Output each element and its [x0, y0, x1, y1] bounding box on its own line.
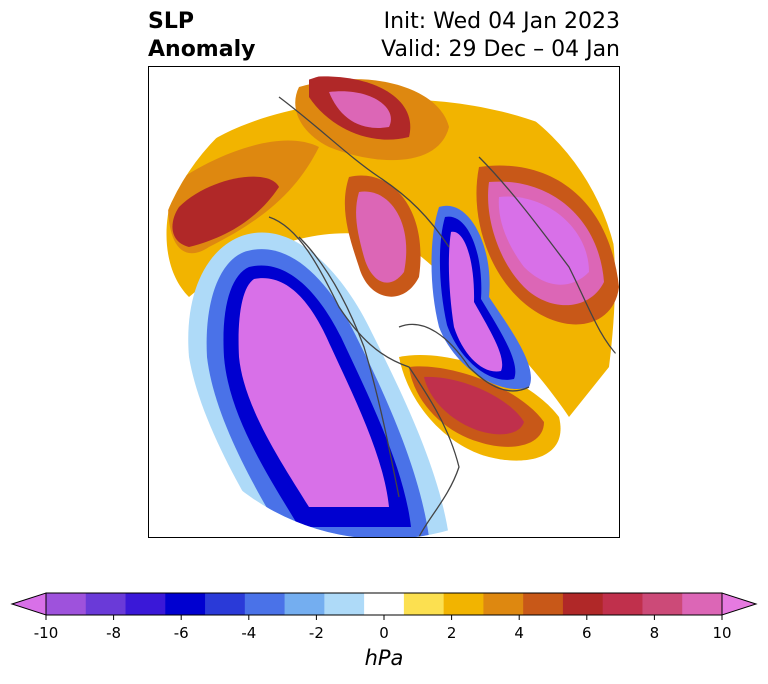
map-canvas [149, 67, 619, 537]
colorbar-tick-label: -2 [308, 624, 324, 642]
colorbar-tick-label: -8 [106, 624, 122, 642]
colorbar-segment [483, 593, 524, 615]
colorbar-tick-label: -6 [173, 624, 189, 642]
colorbar-tick-label: 8 [649, 624, 660, 642]
anomaly-map [148, 66, 620, 538]
colorbar-tick-label: 6 [582, 624, 592, 642]
colorbar-segment [443, 593, 484, 615]
colorbar-segment [85, 593, 127, 615]
colorbar-segment [642, 593, 683, 615]
init-date: Init: Wed 04 Jan 2023 [383, 9, 620, 34]
title-line-1: SLP [148, 9, 194, 34]
colorbar-tick-label: 4 [514, 624, 524, 642]
colorbar-segment [165, 593, 206, 615]
map-title: SLP Anomaly [148, 8, 255, 64]
colorbar-segment [602, 593, 643, 615]
colorbar-tick-label: 0 [379, 624, 389, 642]
colorbar-units: hPa [364, 646, 404, 670]
colorbar-segment [46, 593, 87, 615]
colorbar-segment [244, 593, 286, 615]
colorbar-segment [403, 593, 445, 615]
colorbar-segment [523, 593, 564, 615]
title-line-2: Anomaly [148, 37, 256, 62]
colorbar-tick-label: 10 [712, 624, 732, 642]
colorbar-segment [205, 593, 246, 615]
colorbar-extend-min [10, 592, 47, 616]
colorbar-segment [125, 593, 166, 615]
colorbar-segment [364, 593, 405, 615]
valid-range: Valid: 29 Dec – 04 Jan [381, 37, 620, 62]
colorbar-tick-label: -4 [241, 624, 257, 642]
map-date-info: Init: Wed 04 Jan 2023 Valid: 29 Dec – 04… [381, 8, 620, 64]
colorbar [10, 592, 758, 620]
colorbar-segment [324, 593, 365, 615]
colorbar-segment [562, 593, 604, 615]
colorbar-segment [682, 593, 723, 615]
colorbar-extend-max [721, 592, 758, 616]
colorbar-segment [284, 593, 325, 615]
colorbar-tick-label: 2 [446, 624, 457, 642]
coastlines [268, 96, 619, 537]
colorbar-tick-label: -10 [33, 624, 59, 642]
